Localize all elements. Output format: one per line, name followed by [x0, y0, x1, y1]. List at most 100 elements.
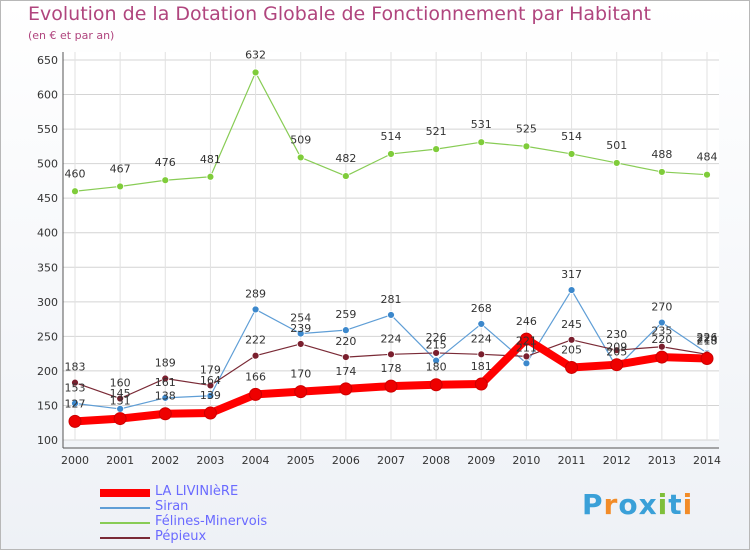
data-point: [249, 387, 263, 401]
data-label: 501: [606, 139, 627, 152]
x-tick-label: 2004: [242, 454, 270, 467]
data-point: [384, 379, 398, 393]
data-label: 476: [155, 156, 176, 169]
data-label: 521: [426, 125, 447, 138]
x-tick-label: 2000: [61, 454, 89, 467]
x-tick-label: 2003: [196, 454, 224, 467]
legend-item: Félines-Minervois: [100, 514, 360, 531]
data-label: 482: [335, 152, 356, 165]
x-tick-label: 2010: [512, 454, 540, 467]
data-label: 230: [606, 328, 627, 341]
data-label: 467: [110, 162, 131, 175]
legend-item: Siran: [100, 499, 360, 516]
data-point: [339, 382, 353, 396]
x-tick-label: 2001: [106, 454, 134, 467]
data-point: [703, 170, 711, 179]
data-label: 131: [110, 395, 131, 408]
data-point: [522, 352, 531, 361]
y-tick-label: 100: [37, 434, 58, 447]
data-label: 525: [516, 122, 537, 135]
chart-subtitle: (en € et par an): [28, 29, 115, 42]
data-point: [161, 176, 170, 185]
y-tick-label: 600: [37, 89, 58, 102]
logo-letter: i: [682, 488, 694, 521]
legend-label: LA LIVINIèRE: [155, 484, 239, 499]
data-label: 224: [381, 332, 402, 345]
data-point: [113, 412, 127, 426]
logo-letter: x: [638, 488, 658, 521]
y-tick-label: 150: [37, 399, 58, 412]
data-point: [477, 320, 486, 328]
y-tick-label: 200: [37, 365, 58, 378]
data-point: [429, 378, 443, 392]
data-point: [158, 407, 172, 421]
y-tick-label: 550: [37, 123, 58, 136]
data-label: 183: [65, 361, 86, 374]
data-point: [432, 349, 441, 357]
data-point: [251, 68, 260, 77]
data-point: [657, 168, 666, 176]
x-tick-label: 2013: [648, 454, 676, 467]
legend-label: Pépieux: [155, 529, 207, 544]
legend-label: Félines-Minervois: [155, 514, 268, 529]
data-point: [567, 286, 576, 294]
data-point: [68, 414, 82, 428]
data-label: 531: [471, 118, 492, 131]
y-tick-label: 400: [37, 227, 58, 240]
data-label: 218: [697, 334, 718, 347]
data-label: 460: [65, 167, 86, 180]
data-label: 509: [290, 133, 311, 146]
data-point: [477, 350, 486, 359]
chart-legend: LA LIVINIèRE Siran Félines-Minervois Pépieu…: [100, 484, 360, 546]
data-label: 205: [606, 345, 627, 358]
data-point: [294, 385, 308, 399]
legend-swatch: [100, 507, 150, 509]
data-point: [432, 356, 441, 365]
data-point: [610, 358, 624, 372]
data-point: [477, 138, 486, 147]
data-label: 174: [335, 365, 356, 378]
data-point: [567, 150, 576, 158]
y-tick-label: 500: [37, 158, 58, 171]
data-point: [116, 394, 125, 403]
data-label: 161: [155, 376, 176, 389]
data-label: 220: [651, 333, 672, 346]
data-label: 160: [110, 377, 131, 390]
data-label: 166: [245, 370, 266, 383]
data-label: 268: [471, 302, 492, 315]
data-label: 226: [697, 331, 718, 344]
data-label: 632: [245, 48, 266, 61]
data-label: 145: [110, 387, 131, 400]
logo-letter: P: [582, 488, 604, 521]
data-point: [341, 353, 350, 361]
data-point: [206, 172, 215, 181]
data-point: [71, 399, 79, 408]
data-point: [522, 142, 531, 151]
data-label: 211: [516, 341, 537, 354]
y-tick-label: 350: [37, 261, 58, 274]
data-label: 239: [290, 322, 311, 335]
data-point: [251, 305, 260, 314]
data-label: 259: [335, 308, 356, 321]
data-point: [567, 335, 576, 344]
data-point: [206, 391, 215, 400]
data-point: [341, 326, 350, 335]
data-label: 281: [381, 293, 402, 306]
logo-letter: t: [668, 488, 683, 521]
proxiti-logo: Proxiti: [582, 488, 693, 521]
data-label: 127: [65, 397, 86, 410]
data-label: 215: [426, 339, 447, 352]
data-point: [71, 378, 79, 387]
data-label: 138: [155, 390, 176, 403]
data-label: 254: [290, 312, 311, 325]
data-point: [657, 342, 666, 351]
data-point: [296, 329, 305, 338]
y-tick-label: 250: [37, 330, 58, 343]
data-point: [522, 359, 531, 368]
data-label: 220: [335, 335, 356, 348]
data-label: 514: [561, 130, 582, 143]
data-point: [612, 346, 621, 355]
data-label: 484: [697, 151, 718, 164]
data-label: 224: [471, 332, 492, 345]
data-label: 222: [245, 334, 266, 347]
